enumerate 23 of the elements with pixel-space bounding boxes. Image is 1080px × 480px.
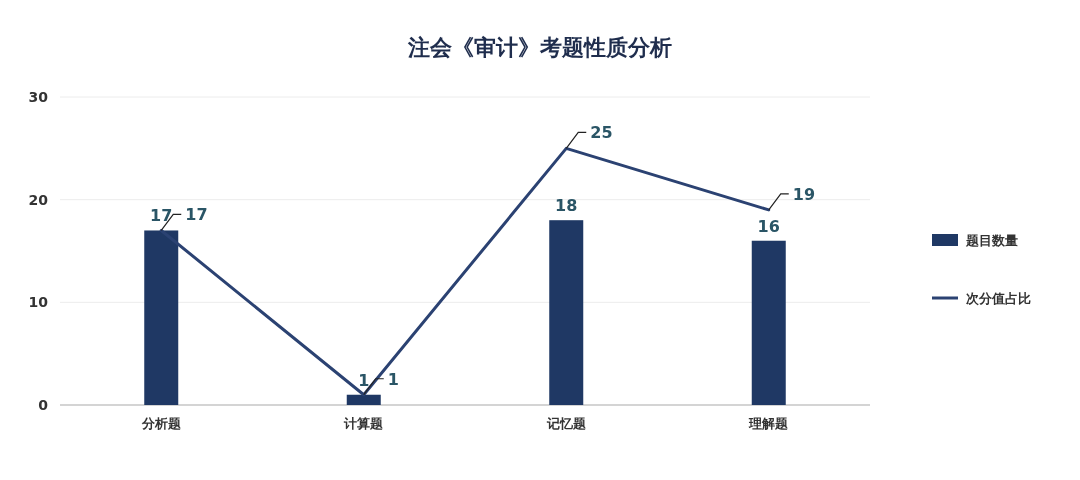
data-label: 1 (358, 370, 370, 390)
x-tick-label: 记忆题 (545, 416, 586, 431)
data-label: 18 (555, 196, 578, 216)
bar (549, 220, 584, 405)
data-label: 16 (757, 216, 780, 236)
x-tick-label: 分析题 (140, 416, 181, 431)
data-label: 1 (387, 369, 399, 389)
bar (346, 394, 381, 405)
bar (751, 240, 786, 405)
y-tick-label: 30 (28, 89, 49, 105)
x-tick-label: 理解题 (748, 416, 789, 431)
legend-label: 题目数量 (965, 233, 1018, 248)
data-label: 25 (590, 123, 613, 143)
data-label: 17 (150, 206, 173, 226)
data-label: 19 (792, 184, 816, 204)
x-tick-label: 计算题 (343, 416, 384, 431)
y-tick-label: 20 (28, 191, 49, 208)
y-tick-label: 0 (38, 397, 49, 413)
bar (144, 230, 179, 405)
y-tick-label: 10 (28, 294, 49, 311)
data-label: 17 (185, 205, 208, 225)
chart-title: 注会《审计》考题性质分析 (407, 35, 672, 60)
legend-label: 次分值占比 (966, 291, 1031, 306)
